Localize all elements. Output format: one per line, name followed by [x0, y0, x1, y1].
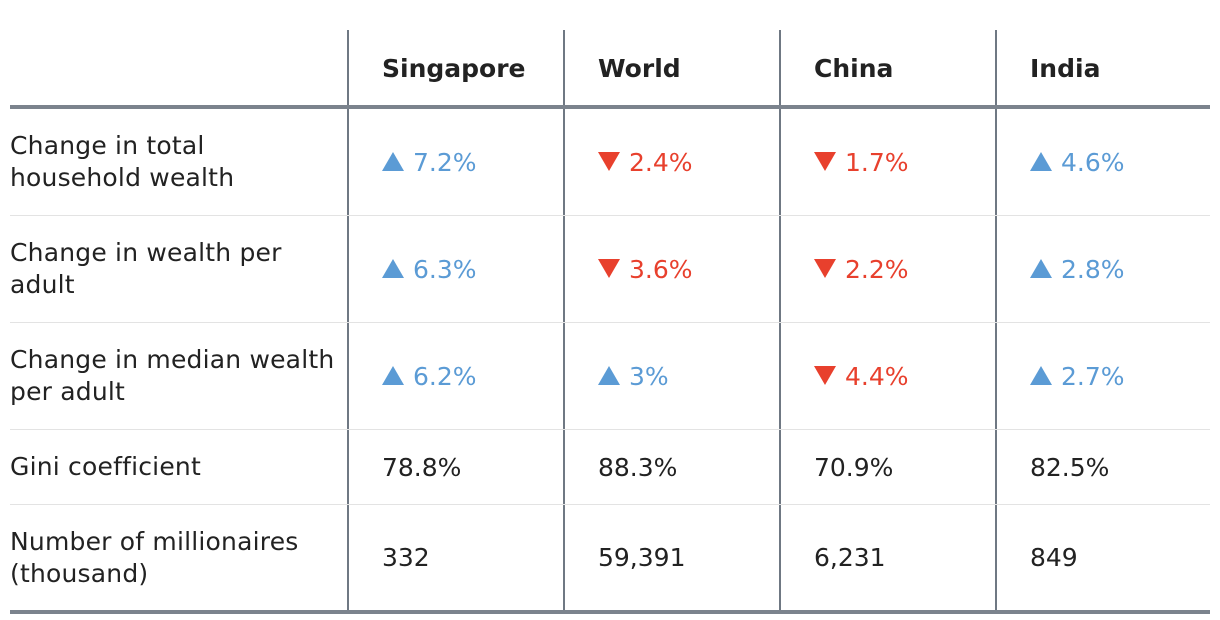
cell-value: 6.2%: [413, 361, 477, 391]
table-cell: 82.5%: [995, 430, 1210, 504]
cell-value: 332: [382, 543, 430, 572]
header-empty-cell: [10, 30, 347, 105]
up-arrow-icon: [1030, 365, 1052, 385]
cell-value: 6.3%: [413, 254, 477, 284]
cell-value: 78.8%: [382, 452, 462, 482]
up-arrow-icon: [382, 365, 404, 385]
column-header-singapore: Singapore: [347, 30, 563, 105]
cell-value: 7.2%: [413, 147, 477, 177]
cell-value: 2.4%: [629, 147, 693, 177]
table-cell: 6.3%: [347, 216, 563, 322]
cell-value: 70.9%: [814, 452, 894, 482]
table-cell: 2.2%: [779, 216, 995, 322]
table-row: Gini coefficient 78.8% 88.3% 70.9% 82.5%: [10, 430, 1210, 504]
row-divider: [10, 429, 1210, 430]
down-arrow-icon: [814, 258, 836, 278]
row-divider: [10, 504, 1210, 505]
header-rule: [10, 105, 1210, 109]
row-label: Change in total household wealth: [10, 131, 235, 192]
up-arrow-icon: [382, 151, 404, 171]
table-cell: 6,231: [779, 505, 995, 610]
cell-value: 6,231: [814, 543, 886, 572]
table-row: Number of millionaires (thousand) 332 59…: [10, 505, 1210, 610]
table-row: Change in total household wealth 7.2% 2.…: [10, 109, 1210, 215]
cell-value: 3%: [629, 361, 669, 391]
row-label: Gini coefficient: [10, 452, 201, 481]
row-label: Change in median wealth per adult: [10, 345, 335, 406]
table-cell: 4.6%: [995, 109, 1210, 215]
down-arrow-icon: [598, 258, 620, 278]
down-arrow-icon: [814, 151, 836, 171]
table-cell: 59,391: [563, 505, 779, 610]
table-cell: 2.7%: [995, 323, 1210, 429]
comparison-table: Singapore World China India Change in to…: [10, 30, 1210, 614]
cell-value: 4.6%: [1061, 147, 1125, 177]
row-label: Change in wealth per adult: [10, 238, 282, 299]
table-cell: 2.8%: [995, 216, 1210, 322]
table-cell: 6.2%: [347, 323, 563, 429]
cell-value: 4.4%: [845, 361, 909, 391]
table-cell: 849: [995, 505, 1210, 610]
up-arrow-icon: [598, 365, 620, 385]
up-arrow-icon: [1030, 151, 1052, 171]
table-cell: 88.3%: [563, 430, 779, 504]
column-header-china: China: [779, 30, 995, 105]
table-header-row: Singapore World China India: [10, 30, 1210, 105]
table-cell: 3%: [563, 323, 779, 429]
cell-value: 88.3%: [598, 452, 678, 482]
table-cell: 3.6%: [563, 216, 779, 322]
table-cell: 7.2%: [347, 109, 563, 215]
up-arrow-icon: [382, 258, 404, 278]
cell-value: 2.8%: [1061, 254, 1125, 284]
table-cell: 1.7%: [779, 109, 995, 215]
cell-value: 2.2%: [845, 254, 909, 284]
table-cell: 4.4%: [779, 323, 995, 429]
cell-value: 82.5%: [1030, 452, 1110, 482]
down-arrow-icon: [814, 365, 836, 385]
column-header-india: India: [995, 30, 1210, 105]
table-cell: 70.9%: [779, 430, 995, 504]
down-arrow-icon: [598, 151, 620, 171]
cell-value: 1.7%: [845, 147, 909, 177]
table-row: Change in wealth per adult 6.3% 3.6% 2.2…: [10, 216, 1210, 322]
cell-value: 3.6%: [629, 254, 693, 284]
table-row: Change in median wealth per adult 6.2% 3…: [10, 323, 1210, 429]
row-divider: [10, 322, 1210, 323]
row-divider: [10, 215, 1210, 216]
cell-value: 59,391: [598, 543, 686, 572]
bottom-rule: [10, 610, 1210, 614]
table-cell: 2.4%: [563, 109, 779, 215]
up-arrow-icon: [1030, 258, 1052, 278]
cell-value: 2.7%: [1061, 361, 1125, 391]
column-header-world: World: [563, 30, 779, 105]
table-cell: 332: [347, 505, 563, 610]
table-cell: 78.8%: [347, 430, 563, 504]
cell-value: 849: [1030, 543, 1078, 572]
row-label: Number of millionaires (thousand): [10, 526, 299, 588]
